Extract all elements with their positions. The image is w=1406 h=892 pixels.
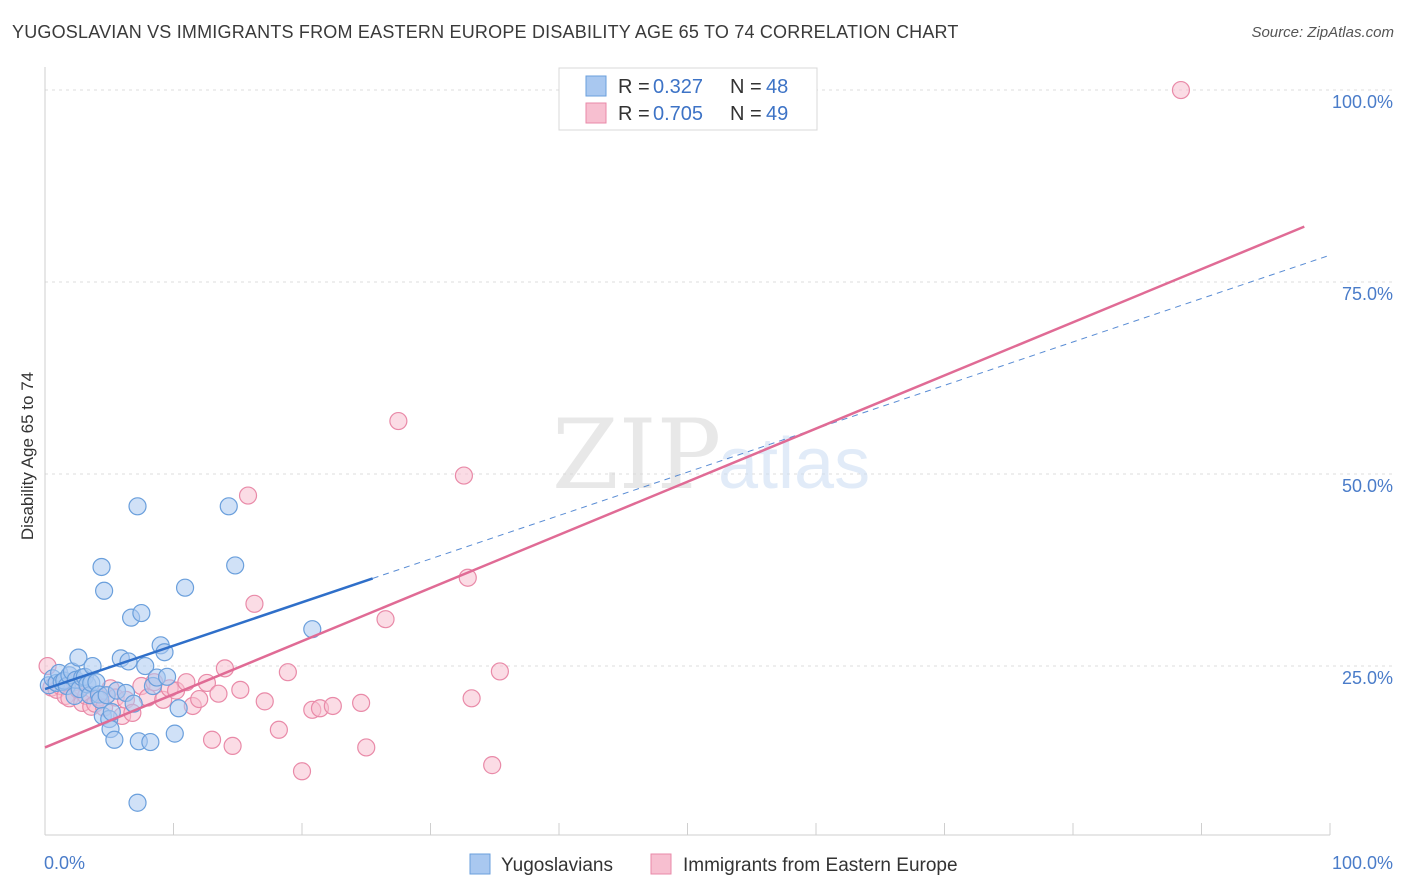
legend-swatch-pink (585, 102, 607, 124)
y-tick-label-3: 100.0% (1332, 92, 1393, 112)
immigrants-point-43 (352, 693, 371, 713)
legend-r-label-1: R = (618, 76, 650, 98)
immigrants-point-50 (483, 756, 502, 775)
legend-swatch-blue (585, 75, 607, 97)
watermark: ZIP atlas (552, 399, 870, 511)
series-yugoslavians-points (39, 497, 322, 812)
yugoslavians-point-45 (157, 667, 177, 686)
source-label: Source: ZipAtlas.com (1251, 24, 1394, 41)
grid-lines (45, 89, 1393, 667)
immigrants-point-35 (245, 594, 264, 613)
bottom-legend-label-yugoslavians: Yugoslavians (501, 855, 613, 876)
immigrants-point-46 (389, 411, 408, 431)
x-tick-label-max: 100.0% (1332, 853, 1393, 873)
legend-n-value-1: 48 (766, 76, 788, 98)
immigrants-point-51 (490, 662, 509, 681)
immigrants-point-33 (231, 680, 250, 699)
immigrants-point-44 (357, 738, 376, 757)
immigrants-point-32 (223, 736, 242, 756)
y-axis-title: Disability Age 65 to 74 (18, 372, 37, 540)
trend-line-yugoslavians-extension (372, 254, 1331, 579)
axes (44, 67, 1331, 836)
immigrants-point-52 (1171, 80, 1191, 100)
yugoslavians-point-48 (219, 497, 238, 516)
chart-title: YUGOSLAVIAN VS IMMIGRANTS FROM EASTERN E… (12, 22, 959, 42)
yugoslavians-point-46 (165, 724, 184, 743)
yugoslavians-point-49 (226, 556, 245, 575)
correlation-legend: R = 0.327 N = 48 R = 0.705 N = 49 (558, 67, 818, 131)
bottom-legend-swatch-pink (650, 853, 672, 875)
legend-r-value-1: 0.327 (653, 76, 703, 98)
immigrants-point-34 (238, 486, 258, 505)
yugoslavians-point-36 (128, 497, 147, 516)
immigrants-point-29 (202, 730, 222, 749)
trend-line-yugoslavians (44, 577, 374, 691)
yugoslavians-point-39 (136, 656, 155, 676)
bottom-legend-swatch-blue (469, 853, 491, 875)
yugoslavians-point-22 (92, 557, 111, 577)
immigrants-point-27 (190, 689, 209, 709)
legend-r-value-2: 0.705 (653, 103, 703, 125)
immigrants-point-49 (462, 689, 481, 708)
yugoslavians-point-40 (141, 732, 160, 752)
yugoslavians-point-47 (169, 699, 188, 718)
yugoslavians-point-50 (175, 578, 195, 597)
legend-r-label-2: R = (618, 103, 650, 125)
immigrants-point-45 (376, 610, 395, 629)
bottom-legend: Yugoslavians Immigrants from Eastern Eur… (469, 853, 958, 876)
yugoslavians-point-29 (105, 730, 124, 749)
trend-lines (44, 225, 1331, 749)
bottom-legend-label-immigrants: Immigrants from Eastern Europe (683, 855, 958, 876)
yugoslavians-point-52 (128, 793, 147, 812)
y-tick-label-0: 25.0% (1342, 668, 1393, 688)
immigrants-point-47 (454, 466, 474, 485)
immigrants-point-38 (278, 663, 297, 682)
x-tick-label-min: 0.0% (44, 853, 85, 873)
immigrants-point-30 (209, 684, 228, 703)
y-tick-label-2: 75.0% (1342, 284, 1393, 304)
immigrants-point-39 (292, 762, 312, 781)
trend-line-immigrants (44, 225, 1305, 749)
immigrants-point-37 (269, 720, 288, 739)
y-tick-labels: 25.0% 50.0% 75.0% 100.0% (1332, 92, 1393, 688)
legend-n-value-2: 49 (766, 103, 788, 125)
y-tick-label-1: 50.0% (1342, 476, 1393, 496)
legend-n-label-1: N = (730, 76, 762, 98)
immigrants-point-42 (323, 696, 342, 716)
legend-n-label-2: N = (730, 103, 762, 125)
yugoslavians-point-11 (69, 648, 88, 667)
immigrants-point-36 (255, 692, 274, 711)
yugoslavians-point-24 (95, 581, 114, 600)
yugoslavians-point-38 (132, 603, 151, 623)
watermark-zip: ZIP (552, 399, 721, 511)
